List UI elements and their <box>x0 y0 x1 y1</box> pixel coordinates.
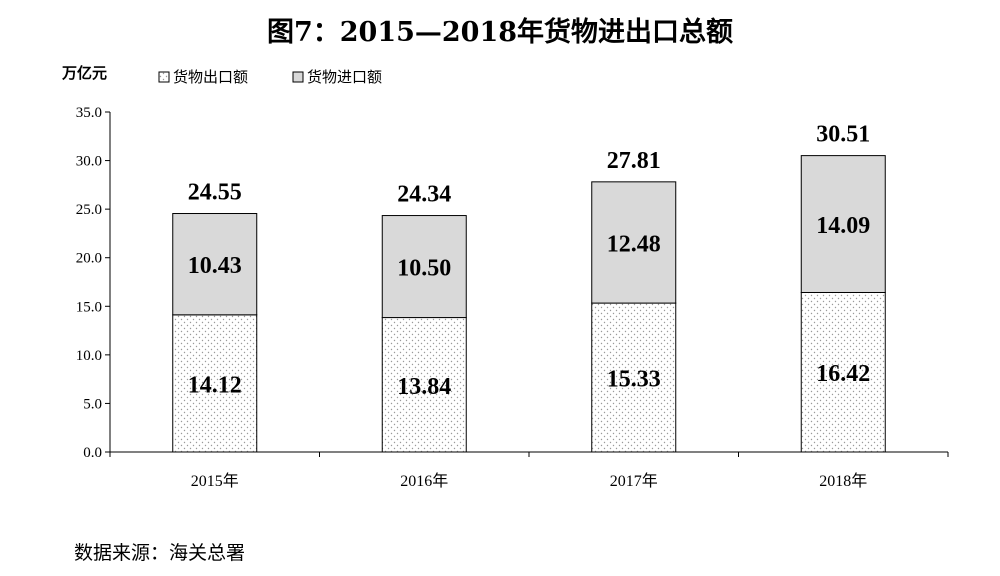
legend-label-import: 货物进口额 <box>307 68 382 86</box>
x-tick-label: 2018年 <box>819 472 867 490</box>
x-axis: 2015年 2016年 2017年 2018年 <box>109 451 949 490</box>
y-tick-label: 20.0 <box>76 251 102 267</box>
x-tick-label: 2016年 <box>400 472 448 490</box>
data-label-export: 16.42 <box>816 361 870 387</box>
legend-label-export: 货物出口额 <box>173 68 248 86</box>
data-label-total: 30.51 <box>816 122 870 148</box>
y-tick-label: 35.0 <box>76 105 102 121</box>
legend: 货物出口额 货物进口额 <box>158 68 382 86</box>
y-tick-label: 30.0 <box>76 154 102 170</box>
bar-import <box>381 215 467 319</box>
data-label-import: 14.09 <box>816 213 870 239</box>
bar-import <box>591 181 677 304</box>
legend-swatch-export <box>158 71 170 83</box>
data-label-import: 10.50 <box>397 256 451 282</box>
data-label-export: 15.33 <box>607 367 661 393</box>
x-tick-label: 2015年 <box>191 472 239 490</box>
y-tick-label: 5.0 <box>83 396 102 412</box>
data-source-note: 数据来源：海关总署 <box>74 542 246 564</box>
y-axis-unit-label: 万亿元 <box>61 64 107 82</box>
bar-export <box>800 291 886 453</box>
y-axis: 0.0 5.0 10.0 15.0 20.0 25.0 30.0 35.0 <box>76 105 111 461</box>
data-label-total: 24.34 <box>397 182 451 208</box>
data-label-export: 14.12 <box>188 372 242 398</box>
data-label-total: 24.55 <box>188 180 242 206</box>
data-label-total: 27.81 <box>607 148 661 174</box>
legend-swatch-import <box>292 71 304 83</box>
bar-export <box>591 302 677 453</box>
y-tick-label: 10.0 <box>76 348 102 364</box>
y-tick-label: 0.0 <box>83 445 102 461</box>
y-tick-label: 25.0 <box>76 202 102 218</box>
bar-import <box>800 155 886 293</box>
data-label-import: 10.43 <box>188 253 242 279</box>
chart-title: 图7：2015—2018年货物进出口总额 <box>266 17 734 48</box>
bars: 14.12 10.43 24.55 13.84 10.50 24.34 15.33 12.48… <box>172 122 886 453</box>
bar-import <box>172 213 258 316</box>
data-label-export: 13.84 <box>397 374 451 400</box>
x-tick-label: 2017年 <box>610 472 658 490</box>
y-tick-label: 15.0 <box>76 299 102 315</box>
data-label-import: 12.48 <box>607 231 661 257</box>
